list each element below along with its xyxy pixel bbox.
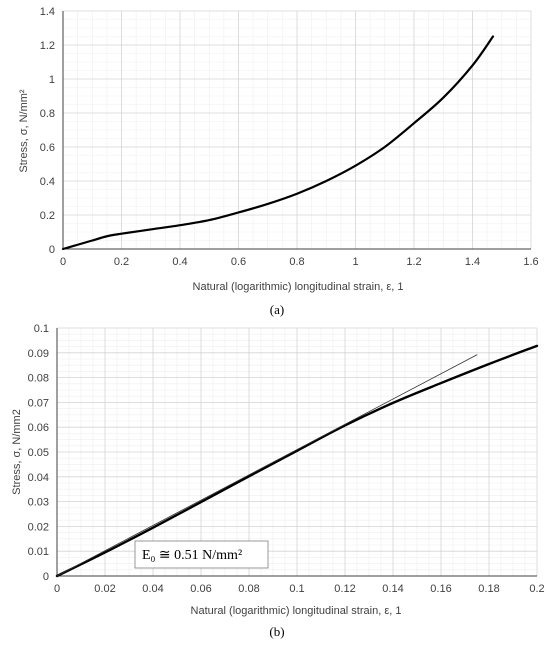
chart-b: 0 0.02 0.04 0.06 0.08 0.1 0.12 0.14 0.16 0.18 0.2 … (11, 323, 545, 639)
y-tick-label: 0 (49, 244, 55, 256)
chart-b-annotation-text: E₀ ≅ 0.51 N/mm² (142, 548, 242, 563)
y-tick-label: 0.01 (28, 546, 49, 558)
series-line-1 (61, 35, 495, 251)
chart-a-panel-label: (a) (270, 302, 284, 317)
chart-b-y-tick-labels: 0 0.01 0.02 0.03 0.04 0.05 0.06 0.07 0.08 0.09 0.1 (28, 323, 49, 583)
x-tick-label: 0.8 (289, 256, 304, 268)
y-tick-label: 0.6 (40, 142, 55, 154)
chart-b-series (55, 344, 539, 578)
y-tick-label: 1 (49, 74, 55, 86)
x-tick-label: 0.04 (142, 583, 163, 595)
x-tick-label: 0.14 (382, 583, 403, 595)
x-tick-label: 0 (54, 583, 60, 595)
series-line-2 (56, 354, 478, 577)
chart-b-x-tick-labels: 0 0.02 0.04 0.06 0.08 0.1 0.12 0.14 0.16 0.18 0.2 (54, 583, 545, 595)
chart-a: 0 0.2 0.4 0.6 0.8 1 1.2 1.4 1.6 0 0.2 0.4 0.6 0.8 1 1.… (18, 6, 539, 317)
x-tick-label: 0.06 (190, 583, 211, 595)
x-tick-label: 0.1 (289, 583, 304, 595)
chart-b-x-axis-label: Natural (logarithmic) longitudinal strai… (191, 605, 402, 617)
x-tick-label: 0.2 (114, 256, 129, 268)
x-tick-label: 1.4 (465, 256, 480, 268)
chart-a-x-axis-label: Natural (logarithmic) longitudinal strai… (193, 281, 404, 293)
chart-b-panel-label: (b) (269, 624, 284, 639)
y-tick-label: 0.1 (34, 323, 49, 335)
y-tick-label: 1.4 (40, 6, 55, 18)
x-tick-label: 1.6 (523, 256, 538, 268)
chart-a-y-tick-labels: 0 0.2 0.4 0.6 0.8 1 1.2 1.4 (40, 6, 55, 256)
y-tick-label: 0.03 (28, 497, 49, 509)
chart-a-y-axis-label: Stress, σ, N/mm² (18, 89, 30, 173)
chart-a-series (61, 35, 495, 251)
x-tick-label: 1.2 (406, 256, 421, 268)
y-tick-label: 0.08 (28, 373, 49, 385)
x-tick-label: 0.02 (94, 583, 115, 595)
chart-a-axes (62, 11, 531, 250)
y-tick-label: 0.8 (40, 108, 55, 120)
chart-b-y-axis-label: Stress, σ, N/mm2 (11, 409, 23, 495)
y-tick-label: 0.04 (28, 472, 49, 484)
x-tick-label: 0.16 (430, 583, 451, 595)
y-tick-label: 0 (43, 571, 49, 583)
y-tick-label: 0.4 (40, 176, 55, 188)
y-tick-label: 1.2 (40, 40, 55, 52)
series-line-1 (55, 344, 539, 578)
chart-a-x-tick-labels: 0 0.2 0.4 0.6 0.8 1 1.2 1.4 1.6 (60, 256, 539, 268)
x-tick-label: 0.08 (238, 583, 259, 595)
x-tick-label: 0.6 (231, 256, 246, 268)
x-tick-label: 0.18 (478, 583, 499, 595)
y-tick-label: 0.2 (40, 210, 55, 222)
chart-b-axes (56, 328, 537, 577)
chart-a-gridlines (63, 10, 532, 249)
y-tick-label: 0.06 (28, 422, 49, 434)
y-tick-label: 0.05 (28, 447, 49, 459)
x-tick-label: 0.4 (172, 256, 187, 268)
y-tick-label: 0.02 (28, 521, 49, 533)
x-tick-label: 0.2 (529, 583, 544, 595)
chart-b-annotation-box (134, 540, 269, 569)
x-tick-label: 0.12 (334, 583, 355, 595)
x-tick-label: 0 (60, 256, 66, 268)
x-tick-label: 1 (352, 256, 358, 268)
y-tick-label: 0.07 (28, 397, 49, 409)
y-tick-label: 0.09 (28, 348, 49, 360)
